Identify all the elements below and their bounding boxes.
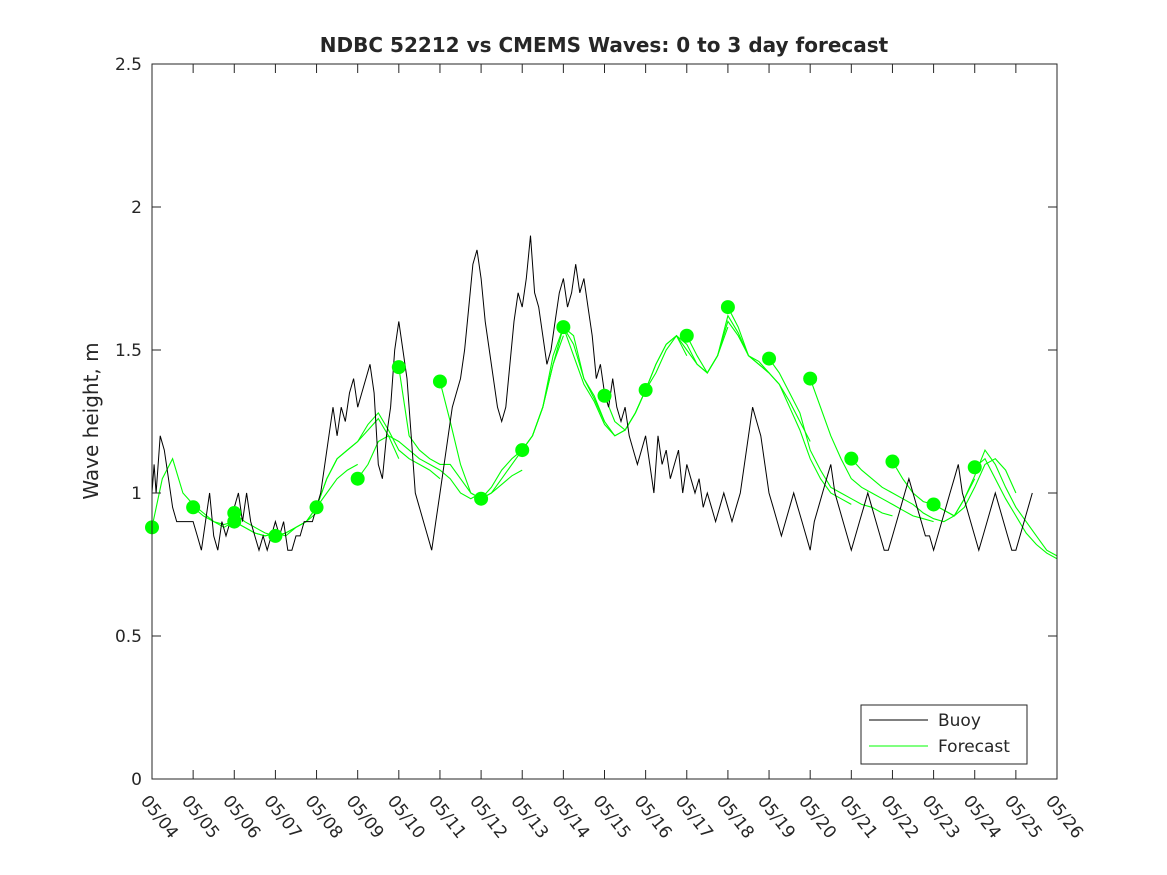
x-tick-label: 05/24	[959, 792, 1005, 843]
forecast-line	[686, 314, 811, 442]
x-tick-label: 05/17	[671, 792, 717, 843]
forecast-line	[933, 448, 1057, 557]
x-tick-label: 05/13	[506, 792, 552, 843]
forecast-marker	[350, 471, 365, 486]
y-tick-label: 2.5	[115, 55, 142, 75]
x-tick-label: 05/21	[835, 792, 881, 843]
forecast-line	[521, 325, 647, 451]
y-tick-label: 1	[131, 484, 142, 504]
x-tick-label: 05/18	[712, 792, 758, 843]
forecast-marker	[926, 497, 941, 512]
x-tick-label: 05/20	[794, 792, 840, 843]
forecast-marker	[515, 443, 530, 458]
x-tick-label: 05/11	[424, 792, 470, 843]
x-tick-label: 05/19	[753, 792, 799, 843]
forecast-line	[809, 378, 934, 523]
chart-title: NDBC 52212 vs CMEMS Waves: 0 to 3 day fo…	[320, 33, 889, 57]
forecast-marker	[844, 451, 859, 466]
x-tick-label: 05/14	[547, 792, 593, 843]
forecast-marker	[679, 328, 694, 343]
x-tick-label: 05/09	[342, 792, 388, 843]
forecast-marker	[309, 500, 324, 515]
forecast-marker	[391, 360, 406, 375]
x-tick-label: 05/07	[259, 792, 305, 843]
y-tick-label: 0.5	[115, 627, 142, 647]
forecast-marker	[227, 514, 242, 529]
x-tick-label: 05/12	[465, 792, 511, 843]
x-tick-label: 05/06	[218, 792, 264, 843]
x-tick-label: 05/22	[877, 792, 923, 843]
forecast-marker	[432, 374, 447, 389]
forecast-line	[152, 457, 276, 537]
forecast-marker	[762, 351, 777, 366]
forecast-line	[727, 306, 852, 505]
forecast-line	[439, 335, 564, 500]
forecast-line	[275, 417, 400, 537]
forecast-line	[315, 411, 441, 508]
forecast-marker	[556, 320, 571, 335]
legend: Buoy Forecast	[860, 704, 1028, 765]
y-axis-label: Wave height, m	[79, 342, 103, 499]
forecast-marker	[967, 460, 982, 475]
forecast-line	[645, 320, 770, 391]
x-tick-label: 05/15	[589, 792, 635, 843]
x-tick-label: 05/26	[1041, 792, 1087, 843]
forecast-marker	[186, 500, 201, 515]
forecast-line	[398, 367, 523, 500]
buoy-line	[152, 235, 1033, 553]
legend-forecast-label: Forecast	[938, 737, 1010, 757]
x-tick-label: 05/16	[630, 792, 676, 843]
forecast-marker	[720, 300, 735, 315]
forecast-series	[152, 306, 1057, 560]
x-tick-label: 05/05	[177, 792, 223, 843]
forecast-line	[233, 463, 358, 537]
x-tick-label: 05/08	[301, 792, 347, 843]
y-tick-label: 1.5	[115, 341, 142, 361]
buoy-series	[152, 235, 1033, 553]
legend-buoy-label: Buoy	[938, 711, 981, 731]
forecast-marker	[474, 491, 489, 506]
y-axis: 0 0.5 1 1.5 2 2.5	[115, 55, 1057, 790]
forecast-marker	[885, 454, 900, 469]
forecast-markers	[145, 300, 982, 543]
forecast-line	[563, 326, 688, 437]
legend-box	[860, 704, 1028, 765]
y-tick-label: 0	[131, 770, 142, 790]
forecast-marker	[803, 371, 818, 386]
x-tick-label: 05/10	[383, 792, 429, 843]
forecast-marker	[597, 388, 612, 403]
x-tick-label: 05/04	[136, 792, 182, 843]
x-tick-label: 05/23	[918, 792, 964, 843]
forecast-line	[357, 435, 482, 500]
x-tick-label: 05/25	[1000, 792, 1046, 843]
forecast-marker	[638, 383, 653, 398]
y-tick-label: 2	[131, 198, 142, 218]
forecast-line	[974, 457, 1057, 560]
forecast-marker	[268, 528, 283, 543]
